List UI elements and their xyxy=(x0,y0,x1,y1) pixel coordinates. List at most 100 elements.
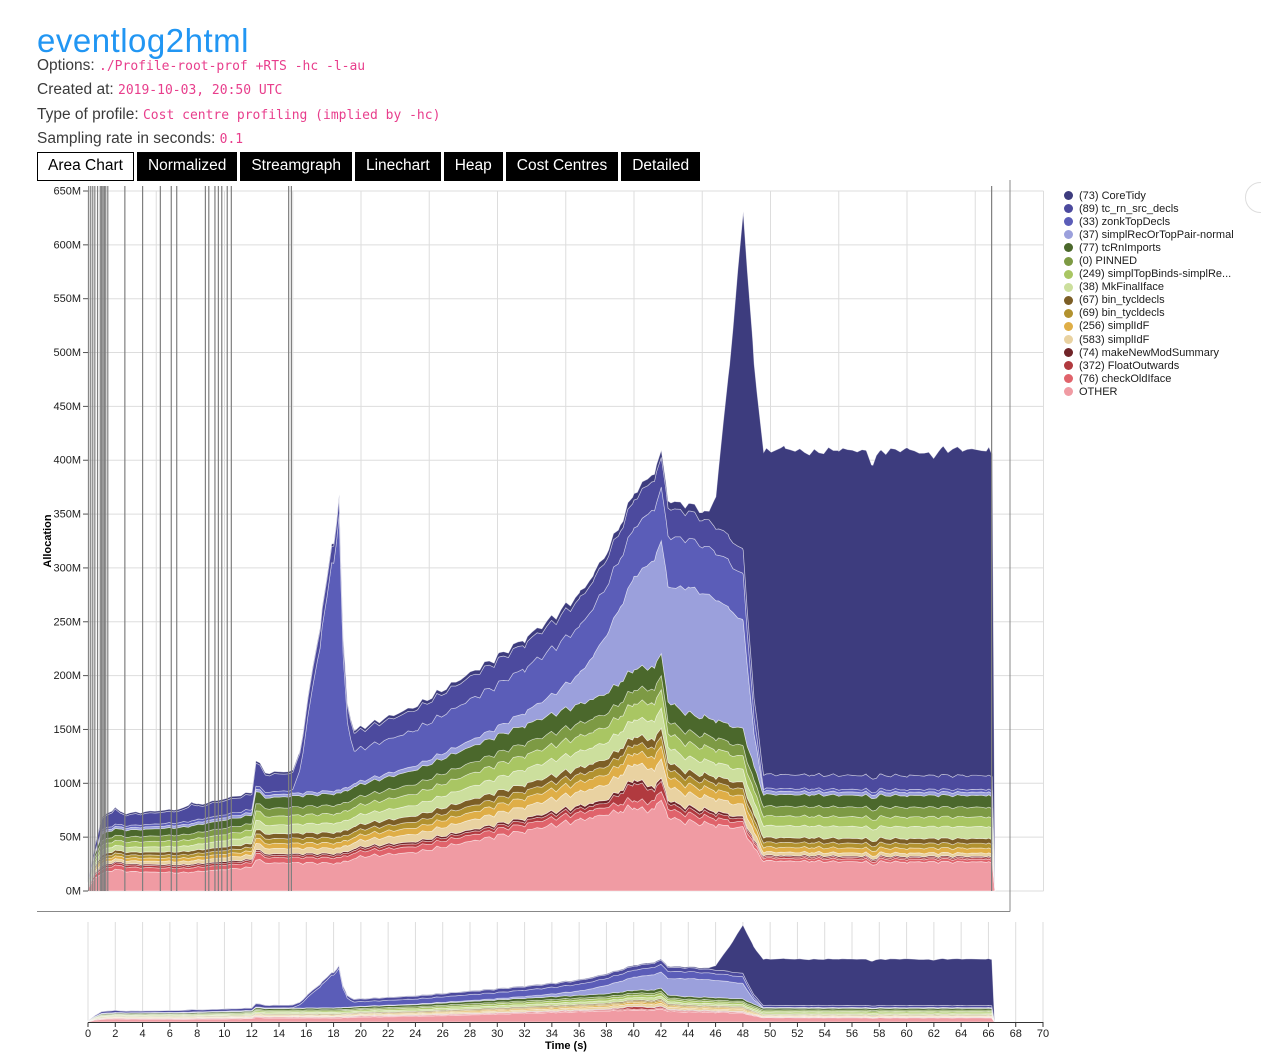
legend-swatch xyxy=(1064,361,1073,371)
x-tick-label: 24 xyxy=(409,1028,421,1040)
x-tick-label: 62 xyxy=(928,1028,940,1040)
x-tick-label: 16 xyxy=(300,1028,312,1040)
x-tick-label: 52 xyxy=(791,1028,803,1040)
tab-area-chart[interactable]: Area Chart xyxy=(37,152,134,181)
x-tick-label: 44 xyxy=(682,1028,694,1040)
x-tick-label: 54 xyxy=(819,1028,831,1040)
x-tick-label: 34 xyxy=(546,1028,558,1040)
x-tick-label: 64 xyxy=(955,1028,967,1040)
legend-swatch xyxy=(1064,335,1073,345)
x-tick-label: 42 xyxy=(655,1028,667,1040)
tab-streamgraph[interactable]: Streamgraph xyxy=(240,152,352,181)
legend-label: (89) tc_rn_src_decls xyxy=(1079,202,1179,215)
legend-swatch xyxy=(1064,204,1073,214)
tab-detailed[interactable]: Detailed xyxy=(621,152,701,181)
y-tick-label: 150M xyxy=(53,724,81,736)
meta-created-at: Created at: 2019-10-03, 20:50 UTC xyxy=(37,78,440,102)
x-tick-label: 32 xyxy=(518,1028,530,1040)
legend-label: (74) makeNewModSummary xyxy=(1079,346,1219,359)
y-axis: 0M 50M 100M 150M 200M 250M 300M 350M 400M 450M 500… xyxy=(42,186,88,898)
legend-swatch xyxy=(1064,387,1073,397)
legend-item: (67) bin_tycldecls xyxy=(1064,294,1234,307)
legend-item: (76) checkOldIface xyxy=(1064,372,1234,385)
main-area-chart xyxy=(87,211,996,892)
legend-swatch xyxy=(1064,374,1073,384)
legend-item: (33) zonkTopDecls xyxy=(1064,215,1234,228)
x-tick-label: 50 xyxy=(764,1028,776,1040)
legend-swatch xyxy=(1064,256,1073,266)
x-tick-label: 56 xyxy=(846,1028,858,1040)
y-tick-label: 350M xyxy=(53,509,81,521)
legend-swatch xyxy=(1064,217,1073,227)
legend-label: (372) FloatOutwards xyxy=(1079,359,1180,372)
y-tick-label: 600M xyxy=(53,239,81,251)
legend-item: (69) bin_tycldecls xyxy=(1064,307,1234,320)
legend-item: (73) CoreTidy xyxy=(1064,189,1234,202)
meta-options-value: ./Profile-root-prof +RTS -hc -l-au xyxy=(99,59,366,74)
meta-sampling-rate-label: Sampling rate in seconds: xyxy=(37,129,220,147)
legend-label: (583) simplIdF xyxy=(1079,333,1150,346)
legend-swatch xyxy=(1064,308,1073,318)
legend-swatch xyxy=(1064,348,1073,358)
main-chart-border xyxy=(37,180,1011,912)
x-tick-label: 48 xyxy=(737,1028,749,1040)
tab-cost-centres[interactable]: Cost Centres xyxy=(505,152,619,181)
x-tick-label: 18 xyxy=(327,1028,339,1040)
legend-label: (38) MkFinalIface xyxy=(1079,281,1164,294)
meta-options: Options: ./Profile-root-prof +RTS -hc -l… xyxy=(37,54,440,78)
x-tick-label: 12 xyxy=(246,1028,258,1040)
area-CoreTidy xyxy=(87,211,996,892)
x-tick-label: 20 xyxy=(355,1028,367,1040)
y-tick-label: 100M xyxy=(53,778,81,790)
y-tick-label: 650M xyxy=(53,186,81,198)
legend-swatch xyxy=(1064,243,1073,253)
x-tick-label: 0 xyxy=(85,1028,91,1040)
legend-label: (69) bin_tycldecls xyxy=(1079,307,1165,320)
tab-normalized[interactable]: Normalized xyxy=(136,152,238,181)
legend-item: (74) makeNewModSummary xyxy=(1064,346,1234,359)
meta-profile-type-label: Type of profile: xyxy=(37,105,143,123)
chart-tabs: Area Chart Normalized Streamgraph Linech… xyxy=(37,152,701,181)
legend-item: (256) simplIdF xyxy=(1064,320,1234,333)
tab-linechart[interactable]: Linechart xyxy=(354,152,441,181)
x-tick-label: 60 xyxy=(900,1028,912,1040)
legend-item: (38) MkFinalIface xyxy=(1064,281,1234,294)
meta-options-label: Options: xyxy=(37,57,100,74)
legend-label: (33) zonkTopDecls xyxy=(1079,215,1171,228)
y-tick-label: 400M xyxy=(53,455,81,467)
x-tick-label: 14 xyxy=(273,1028,285,1040)
x-tick-label: 8 xyxy=(194,1028,200,1040)
x-tick-label: 26 xyxy=(437,1028,449,1040)
legend-swatch xyxy=(1064,321,1073,331)
legend-item: (0) PINNED xyxy=(1064,254,1234,267)
profile-metadata: Options: ./Profile-root-prof +RTS -hc -l… xyxy=(37,54,440,151)
x-tick-label: 22 xyxy=(382,1028,394,1040)
y-tick-label: 50M xyxy=(60,832,81,844)
legend-swatch xyxy=(1064,191,1073,201)
x-tick-label: 28 xyxy=(464,1028,476,1040)
y-tick-label: 450M xyxy=(53,401,81,413)
legend-item: (89) tc_rn_src_decls xyxy=(1064,202,1234,215)
x-tick-label: 46 xyxy=(709,1028,721,1040)
legend-item: OTHER xyxy=(1064,385,1234,398)
x-tick-label: 38 xyxy=(600,1028,612,1040)
legend-label: (256) simplIdF xyxy=(1079,320,1150,333)
legend-label: (249) simplTopBinds-simplRe... xyxy=(1079,268,1232,281)
y-tick-label: 300M xyxy=(53,562,81,574)
y-tick-label: 500M xyxy=(53,347,81,359)
legend-label: (73) CoreTidy xyxy=(1079,189,1146,202)
x-tick-label: 36 xyxy=(573,1028,585,1040)
x-tick-label: 70 xyxy=(1037,1028,1049,1040)
legend-swatch xyxy=(1064,282,1073,292)
y-tick-label: 0M xyxy=(66,886,81,898)
y-tick-label: 550M xyxy=(53,293,81,305)
meta-sampling-rate-value: 0.1 xyxy=(219,131,244,147)
y-axis-title: Allocation xyxy=(42,514,54,567)
x-tick-label: 10 xyxy=(218,1028,230,1040)
legend-label: OTHER xyxy=(1079,385,1118,398)
meta-created-at-label: Created at: xyxy=(37,81,118,99)
chart-legend: (73) CoreTidy (89) tc_rn_src_decls (33) … xyxy=(1064,189,1234,399)
trace-lines xyxy=(88,186,993,891)
tab-heap[interactable]: Heap xyxy=(443,152,503,181)
